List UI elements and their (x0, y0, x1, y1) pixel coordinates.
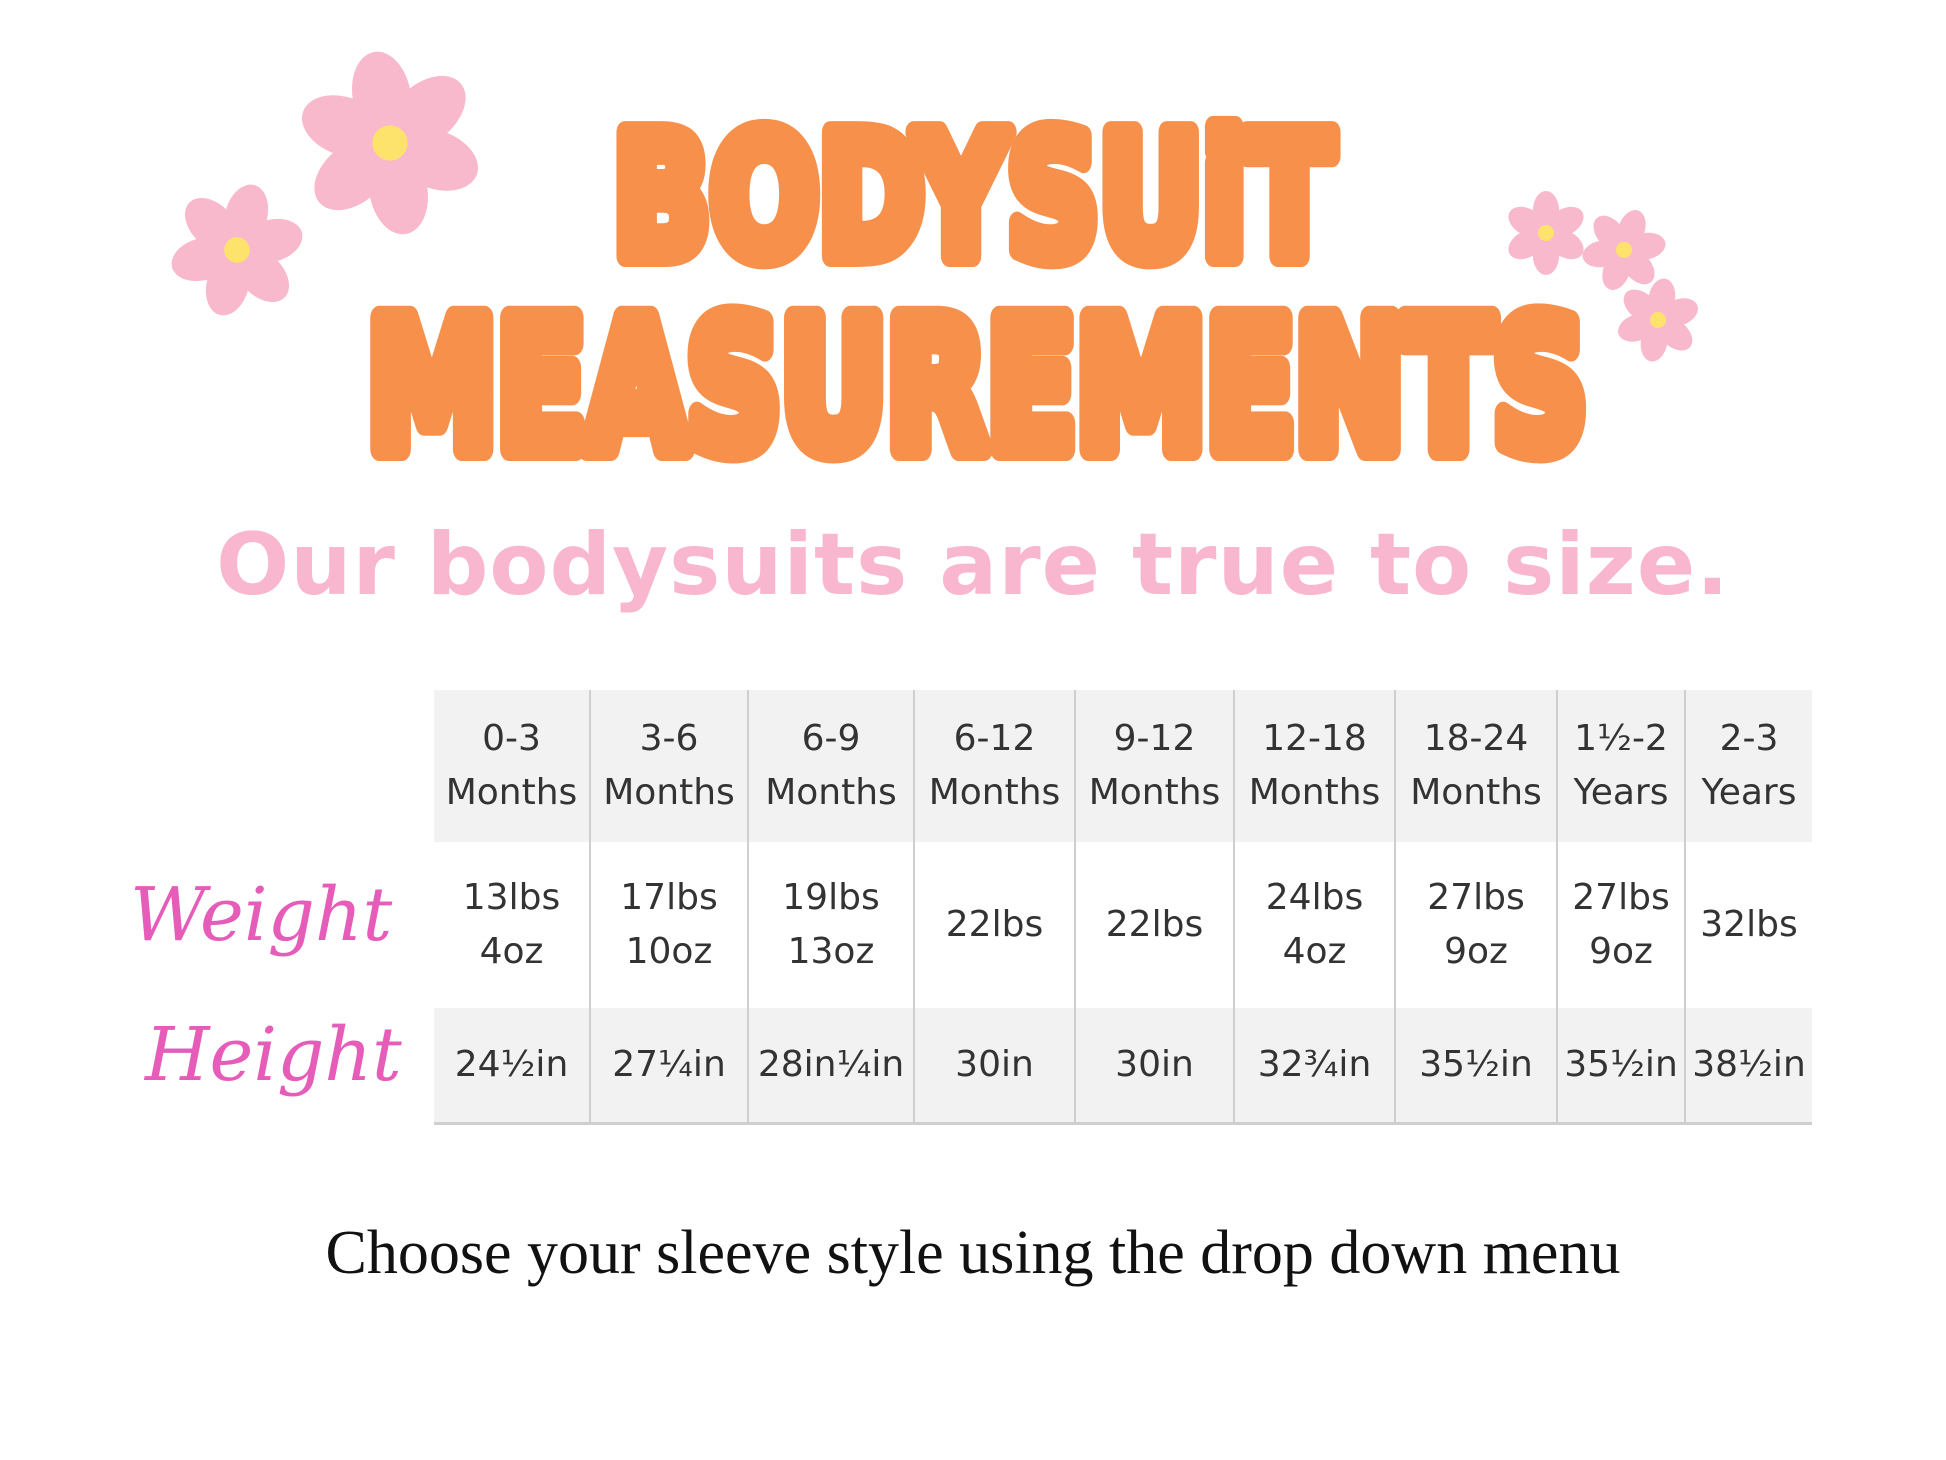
size-header: 2-3 Years (1684, 690, 1812, 842)
weight-cell: 32lbs (1684, 842, 1812, 1008)
size-header-line: 2-3 (1719, 718, 1779, 759)
size-header: 6-12 Months (913, 690, 1075, 842)
weight-cell-line: 27lbs (1572, 877, 1670, 918)
size-header-line: Months (1410, 772, 1542, 813)
row-label-height: Height (145, 1012, 402, 1098)
size-chart-table: 0-3 Months 3-6 Months 6-9 Months 6-12 Months 9-1… (434, 690, 1812, 1125)
weight-cell-line: 10oz (625, 931, 713, 972)
subtitle: Our bodysuits are true to size. (216, 515, 1730, 615)
weight-cell-line: 22lbs (945, 904, 1044, 945)
height-cell-line: 32¾in (1257, 1044, 1372, 1085)
title-line-2: MEASUREMENTS (367, 283, 1587, 480)
weight-cell: 17lbs 10oz (589, 842, 748, 1008)
height-cell-line: 28in¼in (757, 1044, 905, 1085)
weight-cell-line: 13oz (787, 931, 875, 972)
size-header-line: Years (1573, 772, 1669, 813)
page-title: BODYSUiT MEASUREMENTS (355, 100, 1599, 480)
sleeve-style-note: Choose your sleeve style using the drop … (325, 1219, 1621, 1287)
size-header-line: 3-6 (639, 718, 699, 759)
daisy-flower-icon (1508, 191, 1584, 275)
size-header-line: Months (445, 772, 578, 813)
height-cell: 32¾in (1233, 1008, 1395, 1125)
daisy-flower-icon (301, 51, 479, 235)
weight-cell: 27lbs 9oz (1394, 842, 1557, 1008)
weight-cell: 22lbs (1074, 842, 1234, 1008)
weight-cell-line: 4oz (479, 931, 544, 972)
weight-cell: 13lbs 4oz (434, 842, 590, 1008)
height-cell-line: 30in (1115, 1044, 1194, 1085)
size-header-line: Years (1701, 772, 1797, 813)
daisy-flower-icon (1582, 209, 1666, 291)
size-header-line: 6-9 (801, 718, 861, 759)
height-cell: 27¼in (589, 1008, 748, 1125)
weight-cell-line: 27lbs (1427, 877, 1525, 918)
height-cell: 35½in (1394, 1008, 1557, 1125)
weight-row: 13lbs 4oz 17lbs 10oz 19lbs 13oz 22lbs 22lbs 24lb… (434, 842, 1812, 1008)
height-cell-line: 27¼in (612, 1044, 726, 1085)
flower-decorations (171, 51, 1699, 362)
size-header: 18-24 Months (1394, 690, 1557, 842)
weight-cell-line: 17lbs (620, 877, 718, 918)
height-cell: 24½in (434, 1008, 590, 1125)
size-header: 0-3 Months (434, 690, 590, 842)
weight-cell-line: 4oz (1282, 931, 1347, 972)
height-cell: 30in (1074, 1008, 1234, 1125)
weight-cell: 19lbs 13oz (747, 842, 914, 1008)
daisy-flower-icon (1617, 278, 1699, 362)
weight-cell-line: 9oz (1444, 931, 1508, 972)
daisy-flower-icon (171, 184, 303, 316)
title-line-1: BODYSUiT (613, 100, 1333, 297)
height-cell: 38½in (1684, 1008, 1812, 1125)
height-cell-line: 35½in (1564, 1044, 1678, 1085)
header-row: 0-3 Months 3-6 Months 6-9 Months 6-12 Months 9-1… (434, 690, 1812, 842)
size-header-line: Months (928, 772, 1061, 813)
size-header-line: 12-18 (1262, 718, 1367, 759)
size-header: 6-9 Months (747, 690, 914, 842)
weight-cell-line: 9oz (1589, 931, 1653, 972)
weight-cell: 22lbs (913, 842, 1075, 1008)
weight-cell: 24lbs 4oz (1233, 842, 1395, 1008)
height-cell-line: 24½in (454, 1044, 569, 1085)
size-header-line: Months (765, 772, 897, 813)
height-cell: 28in¼in (747, 1008, 914, 1125)
size-header-line: 18-24 (1423, 718, 1529, 759)
height-cell-line: 35½in (1419, 1044, 1533, 1085)
weight-cell-line: 13lbs (462, 877, 561, 918)
weight-cell-line: 19lbs (782, 877, 880, 918)
size-header: 1½-2 Years (1556, 690, 1685, 842)
height-cell-line: 38½in (1692, 1044, 1806, 1085)
size-header-line: 1½-2 (1574, 718, 1668, 759)
size-header-line: Months (1248, 772, 1381, 813)
weight-cell-line: 24lbs (1265, 877, 1364, 918)
height-cell: 35½in (1556, 1008, 1685, 1125)
row-label-weight: Weight (130, 872, 393, 958)
size-header: 9-12 Months (1074, 690, 1234, 842)
size-header-line: Months (1088, 772, 1221, 813)
weight-cell: 27lbs 9oz (1556, 842, 1685, 1008)
height-row: 24½in 27¼in 28in¼in 30in 30in 32¾in 35½in 35½in… (434, 1008, 1812, 1125)
height-cell: 30in (913, 1008, 1075, 1125)
size-header-line: 0-3 (482, 718, 541, 759)
weight-cell-line: 32lbs (1700, 904, 1798, 945)
size-header-line: Months (603, 772, 735, 813)
size-header-line: 6-12 (953, 718, 1036, 759)
height-cell-line: 30in (955, 1044, 1034, 1085)
size-header: 12-18 Months (1233, 690, 1395, 842)
weight-cell-line: 22lbs (1105, 904, 1204, 945)
size-header: 3-6 Months (589, 690, 748, 842)
size-header-line: 9-12 (1113, 718, 1196, 759)
